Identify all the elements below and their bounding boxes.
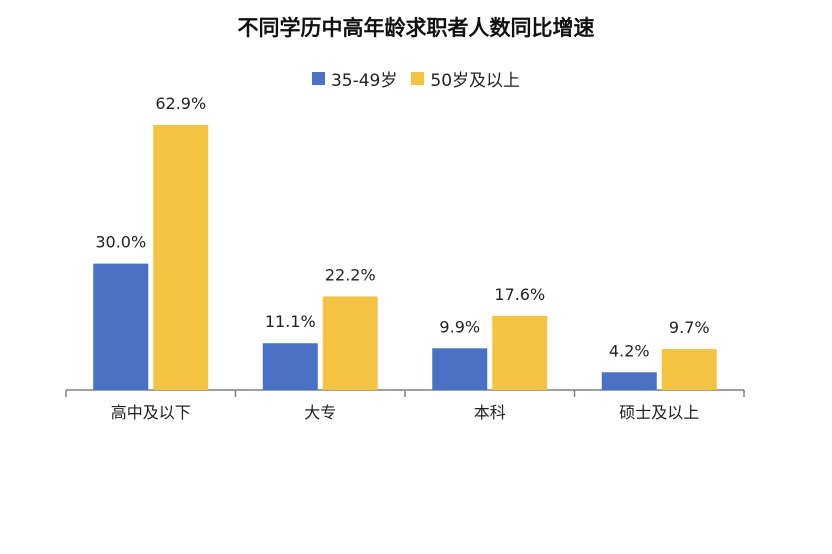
bar-2-3 [492,315,548,390]
legend-item-series1: 35-49岁 [311,66,398,91]
legend-label-series2: 50岁及以上 [430,71,521,91]
bar-2-2 [322,296,378,390]
data-label-1-3: 9.9% [439,317,480,336]
legend: 35-49岁 50岁及以上 [0,66,832,91]
data-label-2-2: 22.2% [325,265,376,284]
data-label-2-3: 17.6% [494,285,545,304]
chart-title: 不同学历中高年龄求职者人数同比增速 [237,16,595,40]
data-label-2-4: 9.7% [669,318,710,337]
data-label-2-1: 62.9% [155,94,206,113]
category-label-4: 硕士及以上 [619,403,699,422]
legend-label-series1: 35-49岁 [330,71,398,91]
data-label-1-4: 4.2% [609,341,650,360]
bar-1-3 [432,348,488,390]
legend-swatch-series2 [411,72,425,85]
bar-2-1 [153,125,209,390]
category-label-3: 本科 [474,403,506,422]
bar-1-4 [601,372,657,390]
bar-1-1 [93,263,149,390]
data-label-1-1: 30.0% [95,233,146,252]
category-label-2: 大专 [304,403,336,422]
category-label-1: 高中及以下 [111,403,191,422]
bar-2-4 [661,349,717,390]
legend-swatch-series1 [311,72,325,85]
bar-1-2 [262,343,318,390]
legend-item-series2: 50岁及以上 [411,66,520,91]
data-label-1-2: 11.1% [265,312,316,331]
